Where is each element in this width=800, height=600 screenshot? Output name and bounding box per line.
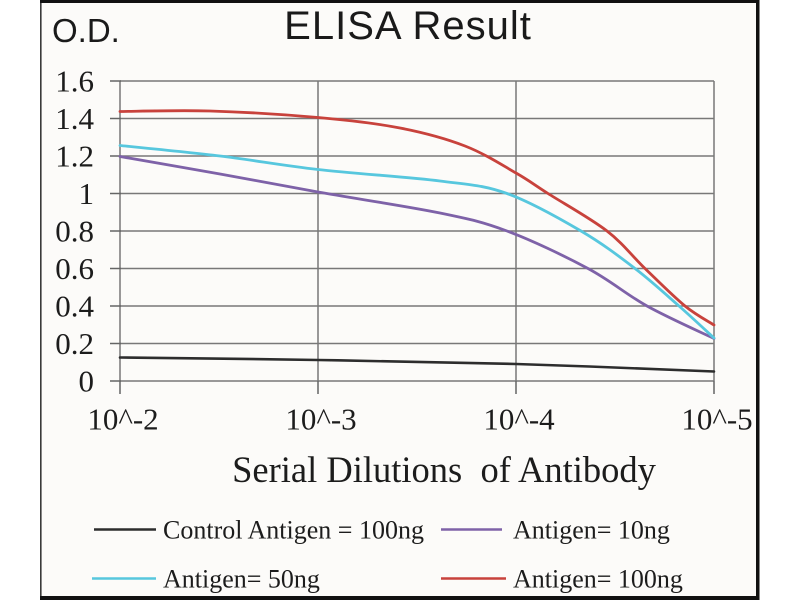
svg-text:Serial Dilutions of Antibody: Serial Dilutions of Antibody <box>232 449 657 490</box>
svg-text:10^-2: 10^-2 <box>87 402 158 437</box>
svg-text:1.2: 1.2 <box>55 139 94 174</box>
svg-text:0.8: 0.8 <box>55 214 94 249</box>
svg-text:1: 1 <box>79 176 95 211</box>
svg-text:10^-4: 10^-4 <box>483 402 555 437</box>
svg-text:0.2: 0.2 <box>55 326 94 361</box>
svg-text:1.4: 1.4 <box>55 101 94 136</box>
svg-text:Antigen= 10ng: Antigen= 10ng <box>513 516 670 545</box>
svg-text:1.6: 1.6 <box>55 64 94 99</box>
svg-text:ELISA Result: ELISA Result <box>284 4 532 48</box>
svg-text:0.6: 0.6 <box>55 251 94 286</box>
svg-text:0: 0 <box>79 364 95 399</box>
svg-text:Antigen= 100ng: Antigen= 100ng <box>513 565 683 594</box>
svg-text:Antigen= 50ng: Antigen= 50ng <box>163 565 320 594</box>
svg-text:10^-5: 10^-5 <box>681 402 752 437</box>
svg-text:0.4: 0.4 <box>55 289 94 324</box>
svg-text:10^-3: 10^-3 <box>285 402 356 437</box>
svg-text:Control Antigen = 100ng: Control Antigen = 100ng <box>163 516 424 545</box>
svg-text:O.D.: O.D. <box>52 12 120 49</box>
